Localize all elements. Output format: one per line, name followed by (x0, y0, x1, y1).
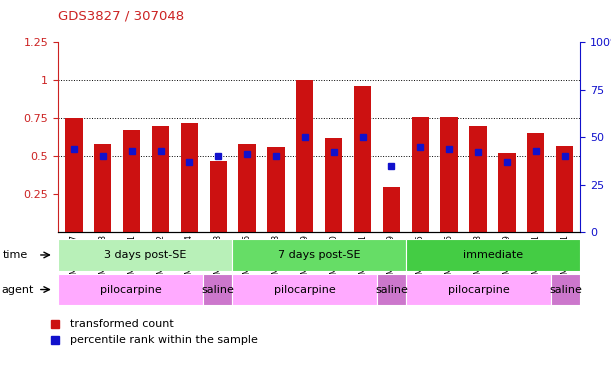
Bar (406, 239, 580, 271)
Bar (210, 161, 227, 232)
Bar (498, 153, 516, 232)
Bar (232, 239, 406, 271)
Text: pilocarpine: pilocarpine (274, 285, 335, 295)
Text: 7 days post-SE: 7 days post-SE (278, 250, 360, 260)
Bar (469, 126, 486, 232)
Text: immediate: immediate (463, 250, 524, 260)
Text: time: time (3, 250, 28, 260)
Bar (406, 274, 552, 305)
Bar (354, 86, 371, 232)
Text: saline: saline (201, 285, 234, 295)
Text: percentile rank within the sample: percentile rank within the sample (70, 335, 258, 345)
Bar (267, 147, 285, 232)
Bar (556, 146, 573, 232)
Bar (527, 134, 544, 232)
Bar (203, 274, 232, 305)
Bar (377, 274, 406, 305)
Text: transformed count: transformed count (70, 319, 174, 329)
Bar (58, 239, 232, 271)
Text: pilocarpine: pilocarpine (448, 285, 510, 295)
Bar (441, 117, 458, 232)
Text: agent: agent (2, 285, 34, 295)
Bar (94, 144, 111, 232)
Bar (123, 131, 141, 232)
Bar (65, 118, 82, 232)
Bar (181, 123, 198, 232)
Bar (238, 144, 256, 232)
Bar (232, 274, 378, 305)
Bar (551, 274, 580, 305)
Text: saline: saline (375, 285, 408, 295)
Bar (325, 138, 342, 232)
Text: 3 days post-SE: 3 days post-SE (104, 250, 186, 260)
Bar (382, 187, 400, 232)
Bar (152, 126, 169, 232)
Bar (412, 117, 429, 232)
Bar (296, 80, 313, 232)
Text: saline: saline (549, 285, 582, 295)
Text: pilocarpine: pilocarpine (100, 285, 161, 295)
Text: GDS3827 / 307048: GDS3827 / 307048 (58, 10, 184, 23)
Bar (58, 274, 203, 305)
